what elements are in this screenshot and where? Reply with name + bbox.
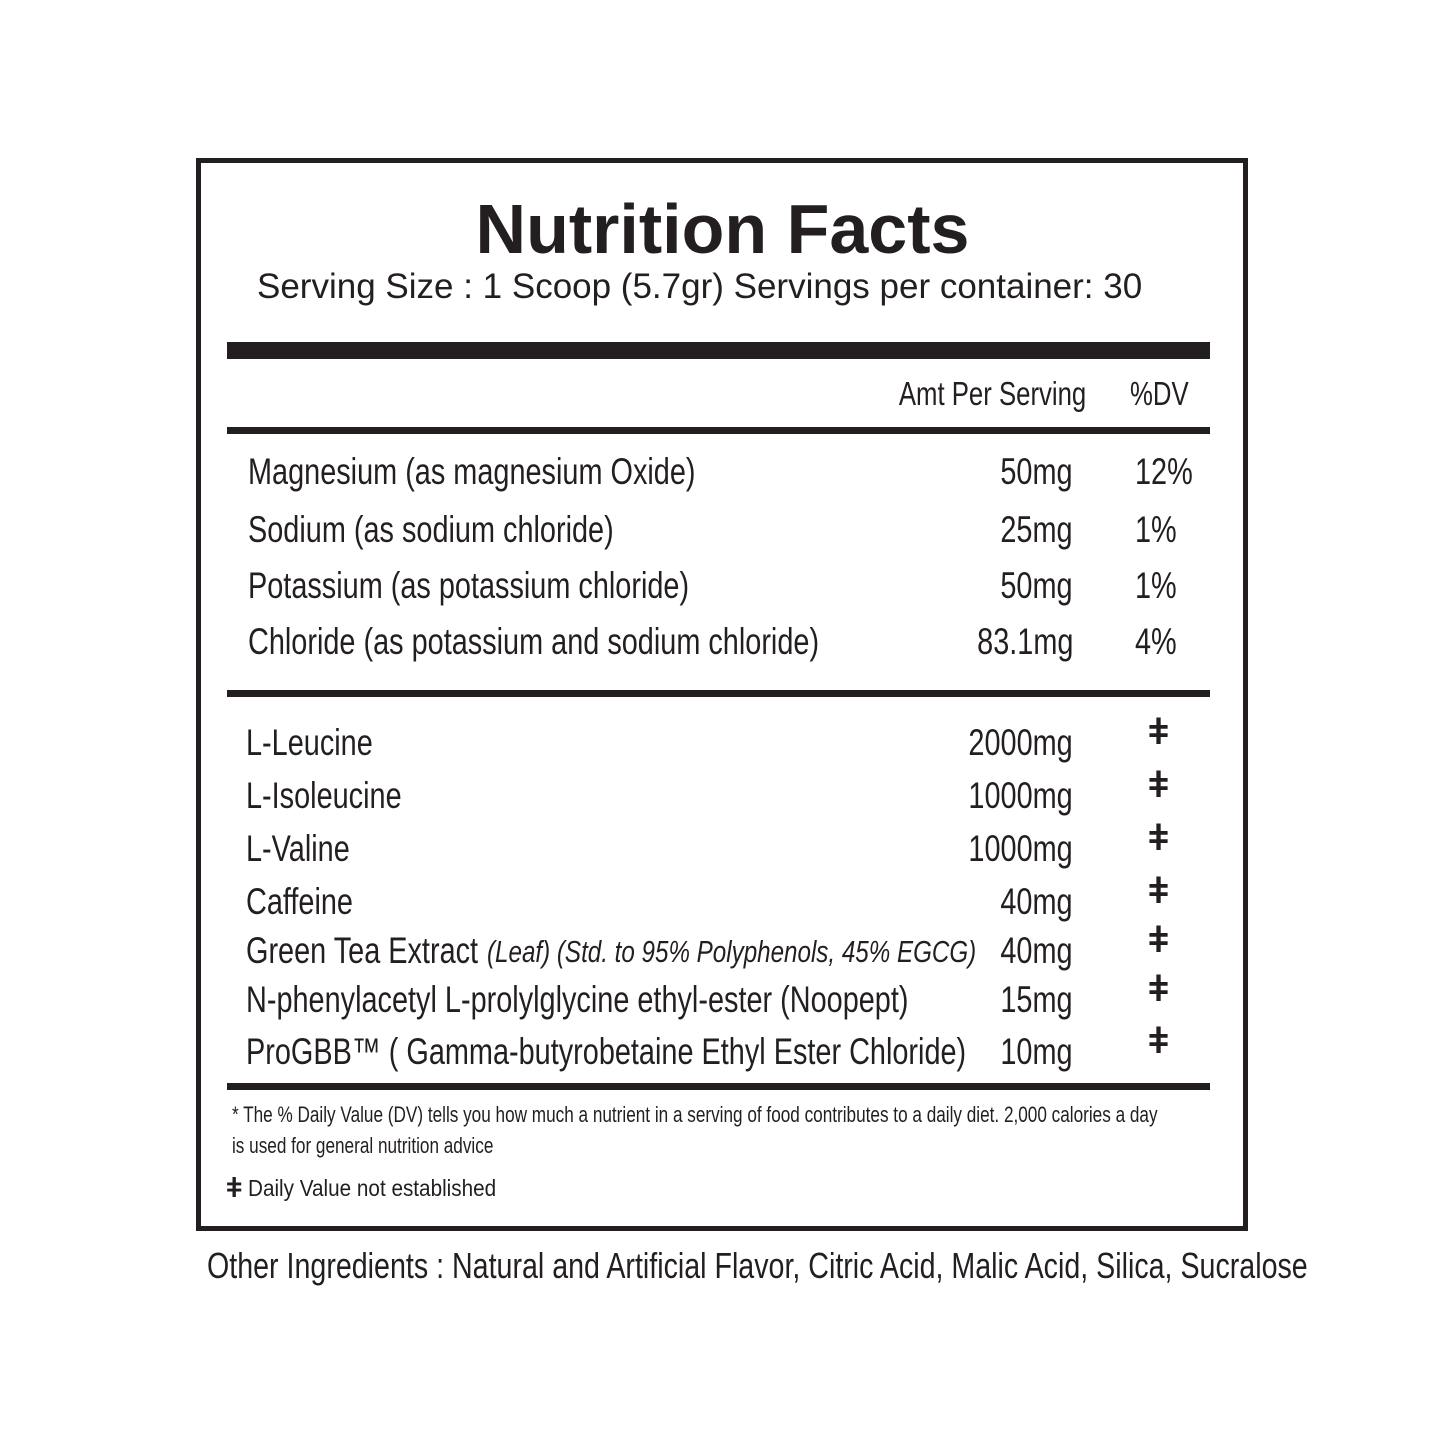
header-dv: %DV xyxy=(1130,375,1189,412)
mineral-amount: 50mg xyxy=(1000,451,1073,492)
mineral-name: Magnesium (as magnesium Oxide) xyxy=(248,451,696,492)
mineral-amount: 83.1mg xyxy=(976,621,1073,662)
mineral-name: Potassium (as potassium chloride) xyxy=(248,565,690,606)
ingredient-name: N-phenylacetyl L-prolylglycine ethyl-est… xyxy=(246,979,909,1020)
mineral-amount: 50mg xyxy=(1000,565,1073,606)
mineral-name: Chloride (as potassium and sodium chlori… xyxy=(248,621,820,662)
mineral-name: Sodium (as sodium chloride) xyxy=(248,509,614,550)
ingredient-amount: 10mg xyxy=(1000,1031,1073,1072)
mineral-amount: 25mg xyxy=(1000,509,1073,550)
ingredient-name: Green Tea Extract xyxy=(246,930,479,971)
ingredient-amount: 40mg xyxy=(1000,930,1073,971)
ingredient-amount: 15mg xyxy=(1000,979,1073,1020)
thick-divider xyxy=(227,342,1210,359)
ingredient-amount: 2000mg xyxy=(968,722,1073,763)
ingredient-amount: 1000mg xyxy=(968,775,1073,816)
dagger-icon: ǂ xyxy=(1148,870,1170,911)
dagger-icon: ǂ xyxy=(1148,817,1170,858)
ingredient-name: Caffeine xyxy=(246,881,353,922)
dagger-icon: ǂ xyxy=(1148,711,1170,752)
header-amount: Amt Per Serving xyxy=(898,375,1086,412)
divider xyxy=(227,1083,1210,1090)
dagger-note: Daily Value not established xyxy=(248,1175,497,1201)
footnote-line-2: is used for general nutrition advice xyxy=(232,1133,494,1158)
mineral-dv: 4% xyxy=(1135,621,1177,662)
label-title: Nutrition Facts xyxy=(475,190,970,268)
dagger-icon: ǂ xyxy=(1148,764,1170,805)
ingredient-name: ProGBB™ ( Gamma-butyrobetaine Ethyl Este… xyxy=(246,1031,967,1072)
ingredient-amount: 40mg xyxy=(1000,881,1073,922)
ingredient-name: L-Valine xyxy=(246,828,350,869)
divider xyxy=(227,427,1210,434)
nutrition-label-box xyxy=(196,158,1248,1231)
mineral-dv: 12% xyxy=(1135,451,1193,492)
other-ingredients: Other Ingredients : Natural and Artifici… xyxy=(207,1245,1308,1286)
ingredient-amount: 1000mg xyxy=(968,828,1073,869)
ingredient-note: (Leaf) (Std. to 95% Polyphenols, 45% EGC… xyxy=(487,934,977,969)
dagger-icon: ǂ xyxy=(1148,1020,1170,1061)
mineral-dv: 1% xyxy=(1135,565,1177,606)
ingredient-name: L-Leucine xyxy=(246,722,373,763)
ingredient-name: L-Isoleucine xyxy=(246,775,402,816)
dagger-icon: ǂ xyxy=(1148,919,1170,960)
divider xyxy=(227,690,1210,697)
footnote-line-1: * The % Daily Value (DV) tells you how m… xyxy=(232,1102,1158,1127)
dagger-icon: ǂ xyxy=(1148,968,1170,1009)
dagger-icon: ǂ xyxy=(226,1172,243,1203)
mineral-dv: 1% xyxy=(1135,509,1177,550)
serving-info: Serving Size : 1 Scoop (5.7gr) Servings … xyxy=(257,267,1143,306)
